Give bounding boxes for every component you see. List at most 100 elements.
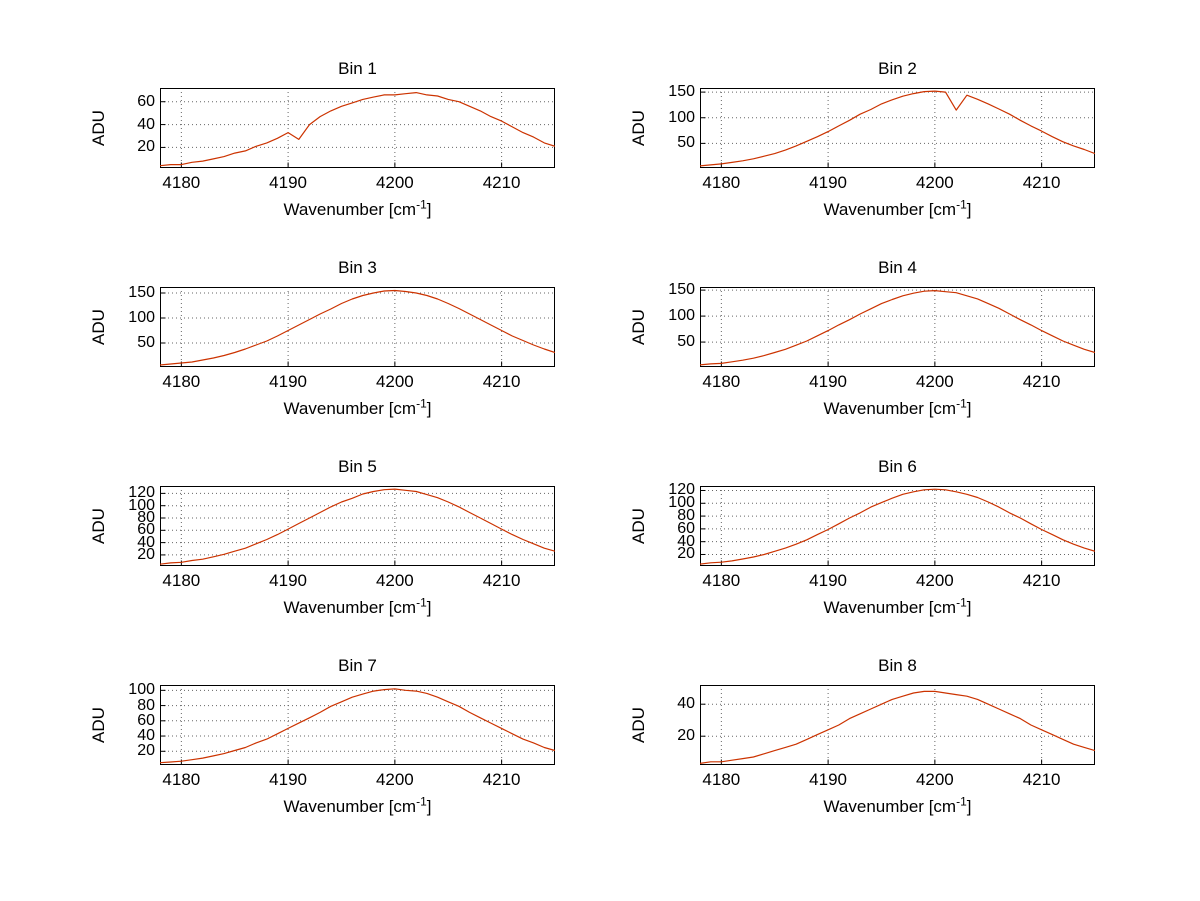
y-tick-label: 20 <box>137 742 155 760</box>
x-tick-label: 4180 <box>702 571 741 590</box>
plot-canvas <box>700 88 1095 168</box>
x-tick-label: 4190 <box>809 173 847 192</box>
y-tick-label: 80 <box>137 696 155 714</box>
x-tick-label: 4210 <box>482 571 521 590</box>
spectrum-curve <box>700 90 1095 167</box>
xlabel-text: Wavenumber [cm <box>823 598 957 617</box>
plot-title: Bin 8 <box>878 656 917 675</box>
xlabel-text: Wavenumber [cm <box>823 797 957 816</box>
subplot-bin-2: Bin 2 ADU Wavenumber [cm-1] 50 100 150 4180… <box>615 58 1135 256</box>
y-tick-label: 40 <box>137 727 155 745</box>
spectrum-curve <box>160 488 555 565</box>
x-tick-label: 4190 <box>809 770 847 789</box>
x-axis-label: Wavenumber [cm-1] <box>160 794 555 817</box>
x-tick-label: 4200 <box>375 571 414 590</box>
plot-canvas <box>700 287 1095 367</box>
xlabel-close: ] <box>426 200 432 219</box>
y-tick-label: 50 <box>677 134 695 152</box>
xlabel-close: ] <box>966 399 972 418</box>
plot-canvas <box>160 287 555 367</box>
x-tick-label: 4210 <box>482 173 521 192</box>
y-tick-label: 100 <box>668 494 695 512</box>
x-axis-label: Wavenumber [cm-1] <box>160 595 555 618</box>
x-tick-label: 4210 <box>482 372 521 391</box>
xlabel-sup: -1 <box>416 794 427 809</box>
x-tick-label: 4210 <box>1022 173 1061 192</box>
xlabel-close: ] <box>966 797 972 816</box>
xlabel-sup: -1 <box>956 396 967 411</box>
y-tick-label: 60 <box>137 521 155 539</box>
x-tick-label: 4180 <box>162 173 201 192</box>
x-axis-label: Wavenumber [cm-1] <box>160 396 555 419</box>
spectrum-curve <box>700 290 1095 366</box>
x-tick-label: 4180 <box>702 372 741 391</box>
spectrum-curve <box>700 488 1095 565</box>
y-tick-label: 100 <box>668 307 695 325</box>
x-tick-label: 4200 <box>915 770 954 789</box>
spectrum-curve <box>160 92 555 167</box>
y-tick-label: 60 <box>137 711 155 729</box>
y-tick-label: 120 <box>128 484 155 502</box>
x-tick-label: 4180 <box>162 571 201 590</box>
y-tick-label: 40 <box>137 115 155 133</box>
plot-title: Bin 1 <box>338 59 377 78</box>
x-tick-label: 4190 <box>269 770 307 789</box>
plot-title: Bin 5 <box>338 457 377 476</box>
y-tick-label: 50 <box>677 333 695 351</box>
xlabel-sup: -1 <box>416 197 427 212</box>
subplot-bin-4: Bin 4 ADU Wavenumber [cm-1] 50 100 150 4180… <box>615 257 1135 455</box>
plot-title: Bin 7 <box>338 656 377 675</box>
xlabel-text: Wavenumber [cm <box>283 797 417 816</box>
subplot-bin-6: Bin 6 ADU Wavenumber [cm-1] 20 40 60 80 100 1… <box>615 456 1135 654</box>
x-tick-label: 4210 <box>1022 770 1061 789</box>
y-tick-label: 50 <box>137 334 155 351</box>
xlabel-close: ] <box>426 399 432 418</box>
subplot-bin-7: Bin 7 ADU Wavenumber [cm-1] 20 40 60 80 100 4… <box>75 655 595 853</box>
y-tick-label: 60 <box>137 92 155 110</box>
xlabel-close: ] <box>966 200 972 219</box>
y-tick-label: 40 <box>677 695 695 713</box>
y-tick-label: 20 <box>677 727 695 745</box>
x-tick-label: 4190 <box>269 372 307 391</box>
y-tick-label: 20 <box>677 545 695 563</box>
x-tick-label: 4200 <box>915 173 954 192</box>
y-tick-label: 150 <box>128 284 155 301</box>
xlabel-close: ] <box>966 598 972 617</box>
x-axis-label: Wavenumber [cm-1] <box>700 794 1095 817</box>
x-tick-label: 4190 <box>809 372 847 391</box>
y-tick-label: 80 <box>677 507 695 525</box>
xlabel-text: Wavenumber [cm <box>283 200 417 219</box>
xlabel-text: Wavenumber [cm <box>823 200 957 219</box>
x-tick-label: 4210 <box>1022 372 1061 391</box>
x-tick-label: 4180 <box>162 770 201 789</box>
x-tick-label: 4200 <box>915 372 954 391</box>
y-tick-label: 60 <box>677 519 695 537</box>
x-tick-label: 4210 <box>1022 571 1061 590</box>
subplot-bin-5: Bin 5 ADU Wavenumber [cm-1] 20 40 60 80 100 1… <box>75 456 595 654</box>
y-tick-label: 150 <box>668 281 695 299</box>
plot-title: Bin 3 <box>338 258 377 277</box>
x-tick-label: 4200 <box>375 372 414 391</box>
y-tick-label: 100 <box>128 496 155 514</box>
subplot-bin-1: Bin 1 ADU Wavenumber [cm-1] 20 40 60 4180 41… <box>75 58 595 256</box>
x-tick-label: 4190 <box>269 173 307 192</box>
x-axis-label: Wavenumber [cm-1] <box>160 197 555 220</box>
xlabel-sup: -1 <box>416 595 427 610</box>
y-tick-label: 40 <box>137 533 155 551</box>
xlabel-text: Wavenumber [cm <box>283 598 417 617</box>
plot-title: Bin 6 <box>878 457 917 476</box>
x-tick-label: 4200 <box>375 770 414 789</box>
xlabel-sup: -1 <box>956 595 967 610</box>
y-tick-label: 20 <box>137 545 155 563</box>
x-tick-label: 4180 <box>162 372 201 391</box>
xlabel-sup: -1 <box>956 794 967 809</box>
subplot-bin-8: Bin 8 ADU Wavenumber [cm-1] 20 40 4180 4190… <box>615 655 1135 853</box>
spectrum-curve <box>160 688 555 764</box>
subplot-bin-3: Bin 3 ADU Wavenumber [cm-1] 50 100 150 4180… <box>75 257 595 455</box>
x-tick-label: 4200 <box>375 173 414 192</box>
y-tick-label: 100 <box>668 108 695 126</box>
xlabel-sup: -1 <box>416 396 427 411</box>
y-tick-label: 40 <box>677 532 695 550</box>
plot-canvas <box>160 685 555 765</box>
